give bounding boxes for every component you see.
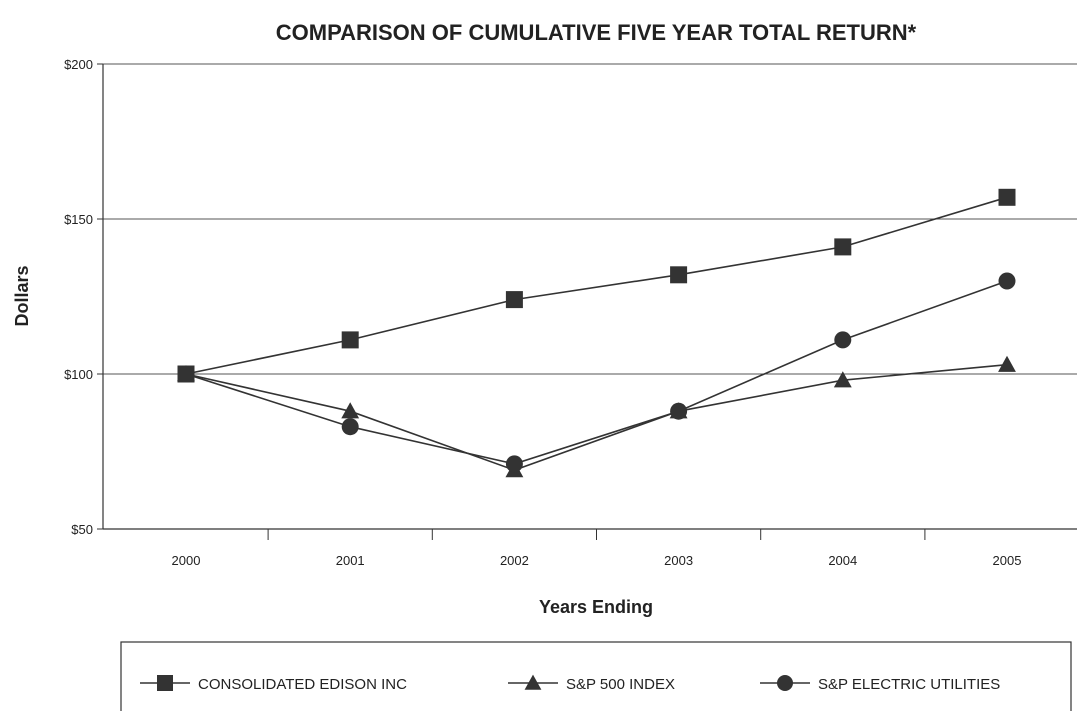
- data-point-square: [834, 238, 852, 256]
- data-point-triangle: [998, 355, 1016, 372]
- y-axis-title: Dollars: [12, 265, 32, 326]
- data-point-circle: [670, 402, 688, 420]
- x-tick-label: 2002: [500, 553, 529, 568]
- y-tick-label: $100: [64, 367, 93, 382]
- legend-box: [120, 641, 1072, 711]
- data-point-circle: [998, 272, 1016, 290]
- legend-label: S&P ELECTRIC UTILITIES: [818, 676, 1000, 693]
- series-line-0: [185, 196, 1008, 375]
- legend-marker-circle: [777, 675, 793, 691]
- data-point-circle: [834, 331, 852, 349]
- data-point-square: [998, 188, 1016, 206]
- x-tick-label: 2005: [993, 553, 1022, 568]
- chart-title: COMPARISON OF CUMULATIVE FIVE YEAR TOTAL…: [276, 20, 917, 45]
- plot-area: $50 $100 $150 $200 2000 2001 2002 2003 2004 2005: [64, 57, 1077, 568]
- data-point-square: [341, 331, 359, 349]
- y-tick-label: $150: [64, 212, 93, 227]
- data-point-circle: [177, 365, 195, 383]
- data-point-triangle: [341, 402, 360, 419]
- y-tick-label: $200: [64, 57, 93, 72]
- series-line-1: [185, 363, 1008, 471]
- legend-label: S&P 500 INDEX: [566, 676, 675, 693]
- data-point-triangle: [833, 371, 852, 388]
- legend-label: CONSOLIDATED EDISON INC: [198, 676, 407, 693]
- data-point-circle: [341, 418, 359, 436]
- x-tick-label: 2003: [664, 553, 693, 568]
- data-point-square: [505, 291, 523, 309]
- legend: CONSOLIDATED EDISON INC S&P 500 INDEX S&P …: [120, 641, 1072, 711]
- series-line-2: [185, 280, 1008, 465]
- x-tick-label: 2000: [172, 553, 201, 568]
- y-tick-label: $50: [71, 522, 93, 537]
- x-tick-label: 2004: [828, 553, 857, 568]
- legend-marker-triangle: [524, 674, 542, 690]
- data-point-square: [670, 266, 688, 284]
- x-tick-label: 2001: [336, 553, 365, 568]
- x-axis-title: Years Ending: [539, 597, 653, 617]
- legend-marker-square: [157, 675, 173, 691]
- data-point-circle: [505, 455, 523, 473]
